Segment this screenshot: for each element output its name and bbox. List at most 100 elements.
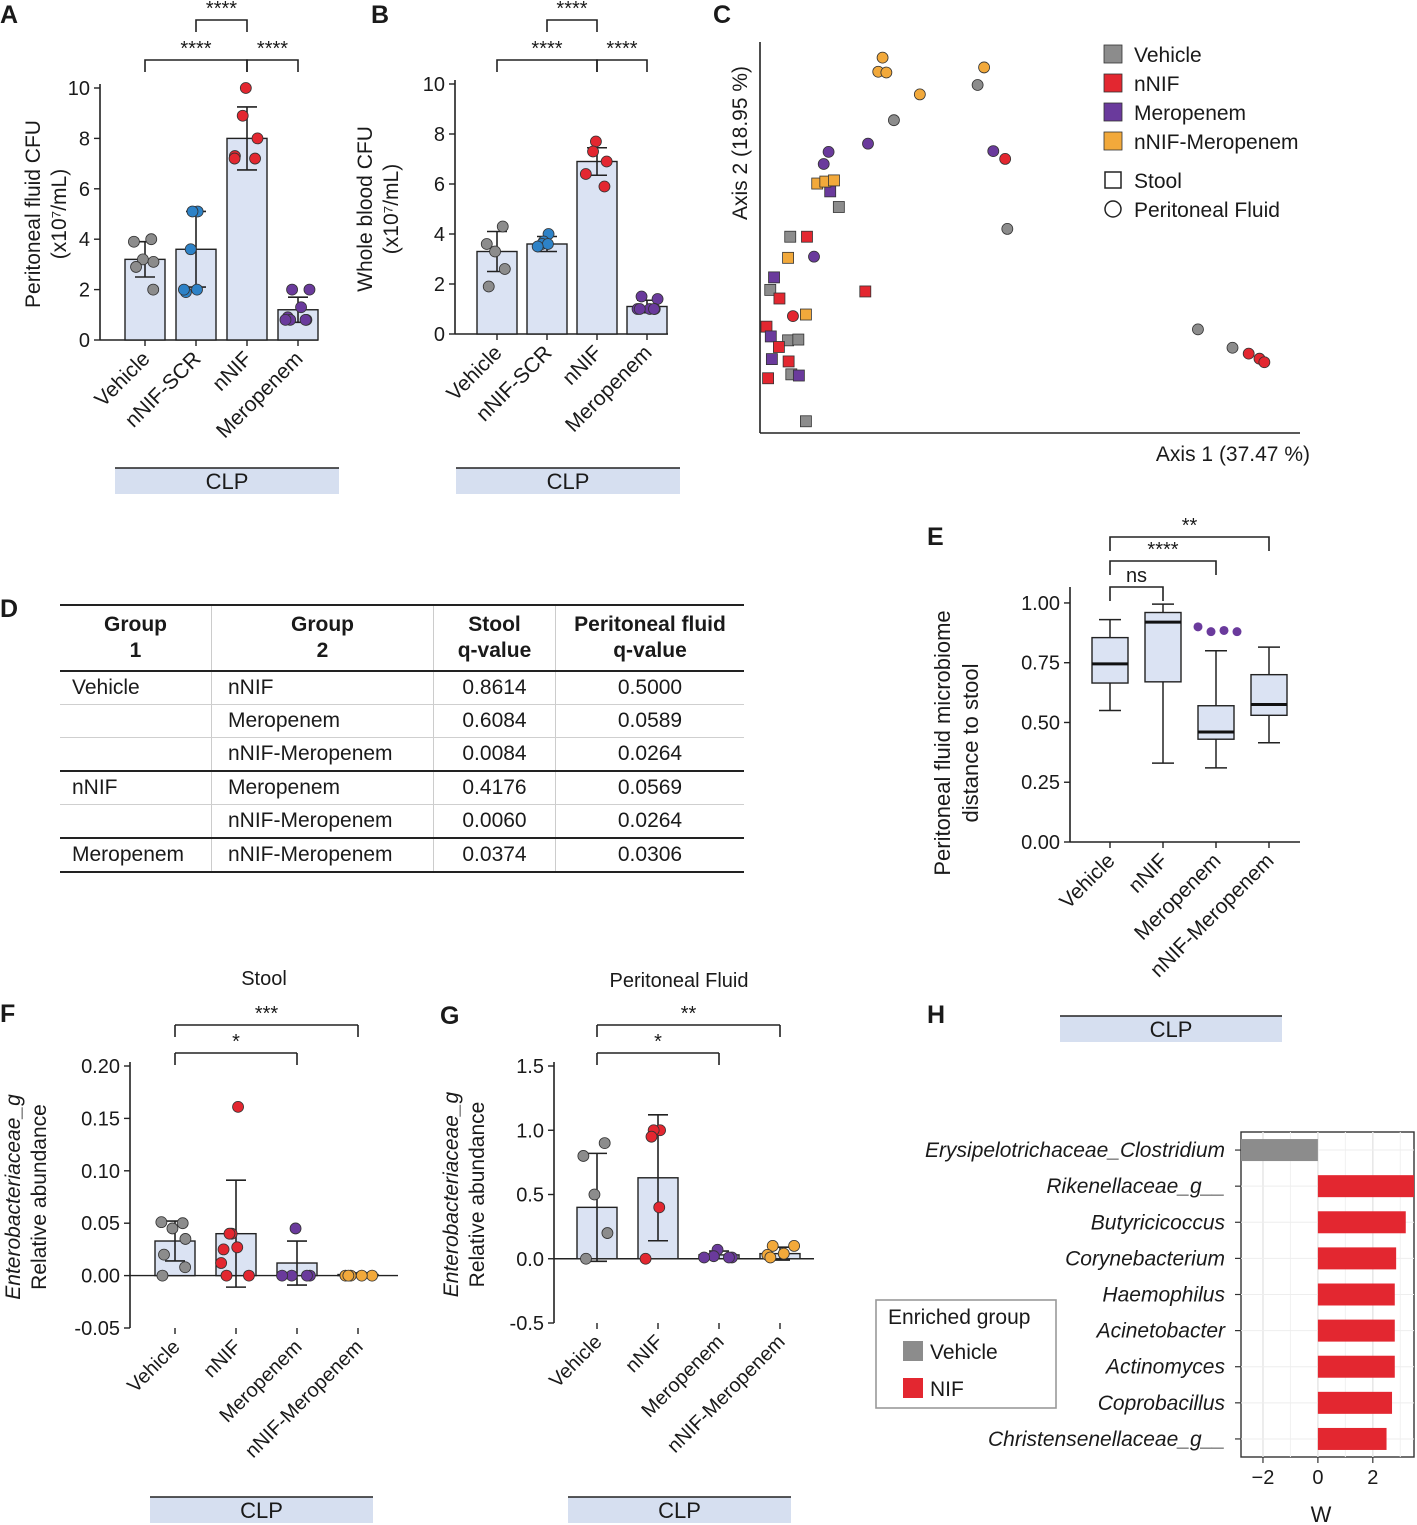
table-cell: 0.0060 <box>433 804 556 839</box>
data-point <box>295 301 307 314</box>
table-cell <box>60 704 212 738</box>
stool-point <box>782 355 795 368</box>
data-point <box>577 1150 590 1162</box>
table-cell: 0.0569 <box>555 770 744 805</box>
x-tick-label: 0 <box>1312 1467 1323 1489</box>
data-point <box>480 238 493 250</box>
data-point <box>598 1137 611 1149</box>
x-tick-label: nNIF-Meropenem <box>663 1331 789 1457</box>
data-point <box>228 152 241 165</box>
data-point <box>366 1269 379 1282</box>
x-tick-label: nNIF-Meropenem <box>241 1336 367 1462</box>
data-point <box>289 1222 302 1235</box>
peritoneal-point <box>888 114 900 127</box>
data-point <box>176 1217 189 1230</box>
legend-label: Stool <box>1134 170 1182 193</box>
x-tick-label: nNIF <box>1124 849 1172 897</box>
y-tick-label: 10 <box>68 78 90 100</box>
stool-point <box>800 415 812 428</box>
data-point <box>301 1269 313 1282</box>
legend-swatch <box>903 1378 923 1398</box>
y-tick-label: 8 <box>434 124 445 146</box>
stool-point <box>784 230 797 243</box>
table-cell <box>60 737 212 772</box>
effect-bar <box>1317 1283 1395 1306</box>
effect-bar <box>1317 1427 1387 1450</box>
outlier-point <box>1219 625 1229 635</box>
y-tick-label: -0.5 <box>510 1313 544 1335</box>
clp-band <box>456 468 680 494</box>
x-tick-label: Vehicle <box>123 1336 184 1397</box>
significance-label: * <box>654 1031 662 1053</box>
significance-label: **** <box>180 38 211 60</box>
x-axis-label: W <box>1311 1502 1332 1525</box>
stool-point <box>792 333 805 346</box>
panel-d-q-value-table: Group 1 Group 2 Stool q-value Peritoneal fl… <box>60 604 744 873</box>
significance-bracket <box>174 1052 298 1065</box>
table-header-group1: Group 1 <box>60 604 212 672</box>
y-tick-label: -0.05 <box>74 1318 120 1340</box>
data-point <box>191 283 203 296</box>
y-tick-label: 2 <box>79 280 90 302</box>
data-point <box>279 313 292 326</box>
significance-bracket <box>546 19 598 32</box>
effect-bar <box>1317 1175 1414 1198</box>
significance-bracket <box>596 1052 720 1065</box>
panel-label: A <box>0 1 18 29</box>
table-cell: Vehicle <box>60 670 212 705</box>
data-point <box>232 1100 244 1113</box>
y-tick-label: 0.15 <box>81 1108 120 1130</box>
data-point <box>178 283 190 296</box>
bar <box>226 137 268 341</box>
table-header-peritoneal-q: Peritoneal fluid q-value <box>555 604 744 672</box>
x-tick-label: nNIF <box>621 1331 667 1377</box>
significance-label: **** <box>257 38 288 60</box>
y-tick-label: 0 <box>434 324 445 346</box>
data-point <box>155 1216 168 1229</box>
data-point <box>598 180 611 193</box>
stool-point <box>773 341 785 353</box>
y-tick-label: 1.5 <box>516 1056 544 1078</box>
data-point <box>251 132 264 145</box>
table-row: nNIF-Meropenem 0.0060 0.0264 <box>60 804 744 839</box>
legend-swatch <box>1103 44 1123 64</box>
outlier-point <box>1232 627 1242 637</box>
y-tick-label: 0.25 <box>1021 772 1060 794</box>
y-tick-label: 0.00 <box>1021 832 1060 854</box>
table-row: Meropenem nNIF-Meropenem 0.0374 0.0306 <box>60 837 744 873</box>
significance-label: **** <box>556 0 587 20</box>
clp-label: CLP <box>658 1498 701 1523</box>
peritoneal-point <box>913 88 926 101</box>
table-cell: Meropenem <box>211 704 434 738</box>
significance-bracket <box>246 59 299 72</box>
data-point <box>580 1252 592 1265</box>
legend-label: NIF <box>930 1378 964 1401</box>
taxon-label: Butyricicoccus <box>1091 1211 1226 1234</box>
taxon-label: Christensenellaceae_g__ <box>988 1428 1225 1451</box>
data-point <box>156 1269 169 1282</box>
data-point <box>645 1130 658 1143</box>
peritoneal-point <box>880 66 893 79</box>
peritoneal-point <box>1242 347 1255 360</box>
panel-label: C <box>713 1 731 29</box>
legend-swatch <box>1103 73 1123 93</box>
clp-band <box>150 1497 373 1523</box>
significance-bracket <box>195 19 248 32</box>
table-cell: 0.0374 <box>433 837 556 873</box>
y-tick-label: 8 <box>79 128 90 150</box>
effect-bar <box>1241 1139 1318 1162</box>
data-point <box>633 303 646 315</box>
data-point <box>231 1241 244 1254</box>
clp-label: CLP <box>547 469 590 494</box>
y-tick-label: 10 <box>423 74 445 96</box>
outlier-point <box>1193 622 1203 632</box>
significance-bracket <box>1109 536 1270 551</box>
peritoneal-point <box>787 310 799 322</box>
clp-band <box>568 1497 791 1523</box>
x-tick-label: Vehicle <box>545 1331 606 1392</box>
significance-label: *** <box>255 1003 279 1025</box>
taxon-label: Coprobacillus <box>1098 1392 1226 1415</box>
taxon-label: Acinetobacter <box>1095 1320 1226 1343</box>
legend-label: Vehicle <box>930 1341 998 1364</box>
